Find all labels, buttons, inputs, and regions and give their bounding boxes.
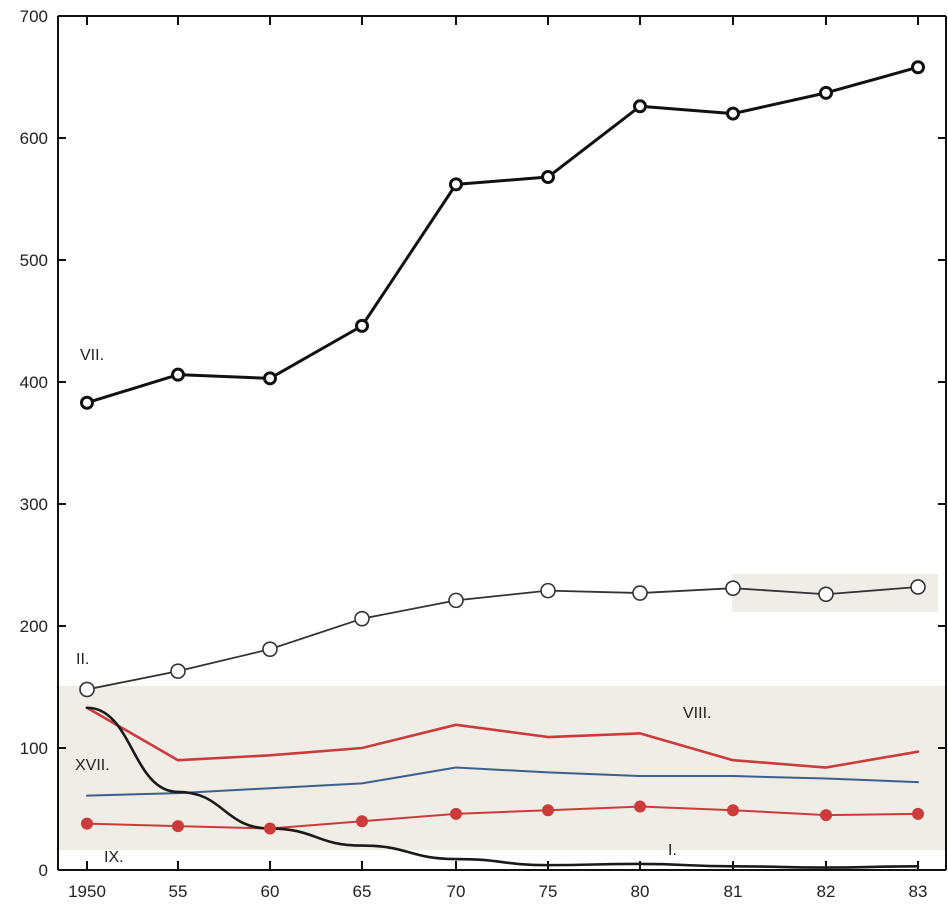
data-point-filled	[264, 822, 276, 835]
x-tick-label: 82	[817, 882, 836, 901]
data-point-filled	[820, 809, 832, 822]
data-point-filled	[172, 820, 184, 833]
data-point-filled	[727, 804, 739, 817]
x-tick-label: 81	[724, 882, 743, 901]
y-tick-label: 0	[39, 861, 48, 880]
data-point-open	[633, 99, 647, 114]
series-label: XVII.	[75, 757, 110, 774]
series-line-4	[86, 805, 919, 830]
x-tick-label: 55	[169, 882, 188, 901]
y-tick-label: 500	[20, 251, 48, 270]
data-point-open	[79, 681, 95, 698]
series-line-5	[85, 706, 920, 869]
y-tick-label: 100	[20, 739, 48, 758]
data-point-open	[819, 85, 833, 100]
y-tick-label: 400	[20, 373, 48, 392]
data-point-open	[262, 641, 278, 657]
data-point-open	[911, 60, 925, 75]
x-tick-label: 70	[447, 882, 466, 901]
series-labels: VII. II. VIII. XVII. IX. I.	[75, 347, 711, 866]
y-tick-label: 700	[20, 7, 48, 26]
series-label: IX.	[104, 849, 124, 866]
series-lines	[85, 65, 920, 869]
data-point-open	[726, 106, 740, 121]
data-point-open	[263, 371, 277, 386]
x-tick-label: 65	[353, 882, 372, 901]
data-point-open	[818, 586, 834, 603]
data-point-open	[632, 585, 648, 601]
data-point-filled	[356, 815, 368, 828]
data-point-open	[449, 177, 463, 192]
data-point-open	[725, 580, 741, 596]
x-tick-label: 83	[909, 882, 928, 901]
data-point-filled	[634, 800, 646, 813]
x-tick-label: 60	[261, 882, 280, 901]
x-tick-label: 75	[539, 882, 558, 901]
y-tick-label: 600	[20, 129, 48, 148]
data-point-open	[80, 395, 94, 410]
data-point-open	[910, 579, 926, 595]
axes: 0 100 200 300 400 500 600 700 1950 55 60 65 70 75 80 81…	[20, 7, 947, 901]
series-label: VIII.	[683, 705, 711, 722]
series-label: VII.	[80, 347, 104, 364]
data-point-open	[354, 610, 370, 627]
data-point-open	[448, 592, 464, 609]
data-point-filled	[542, 804, 554, 817]
x-tick-label: 80	[631, 882, 650, 901]
series-label: II.	[76, 651, 89, 668]
data-point-filled	[450, 807, 462, 820]
y-tick-label: 200	[20, 617, 48, 636]
series-label: I.	[668, 842, 677, 859]
series-markers	[79, 60, 926, 835]
shaded-region-lower	[58, 686, 946, 850]
data-point-filled	[81, 817, 93, 830]
series-line-0	[85, 65, 920, 405]
data-point-open	[170, 663, 186, 679]
data-point-open	[355, 318, 369, 333]
y-tick-label: 300	[20, 495, 48, 514]
data-point-filled	[912, 807, 924, 820]
series-line-2	[85, 706, 920, 769]
data-point-open	[540, 582, 556, 599]
series-line-3	[86, 766, 919, 797]
x-tick-label: 1950	[68, 882, 106, 901]
series-line-1	[86, 586, 919, 691]
data-point-open	[171, 367, 185, 382]
data-point-open	[541, 170, 555, 185]
